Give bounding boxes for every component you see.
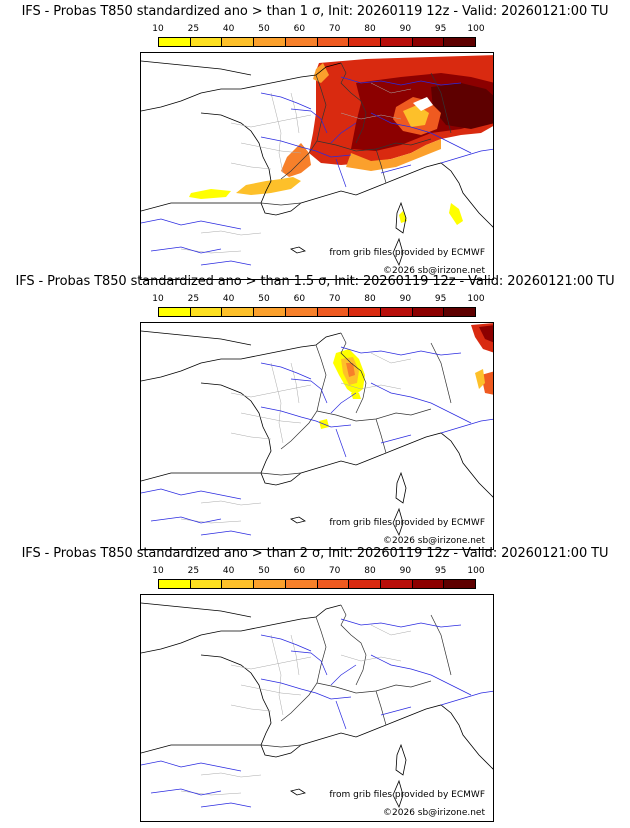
colorbar-segment: [380, 580, 413, 588]
colorbar-tick-label: 25: [187, 294, 200, 304]
colorbar-segment: [159, 580, 191, 588]
colorbar-tick-label: 40: [222, 566, 235, 576]
copyright-credit: ©2026 sb@irizone.net: [383, 266, 485, 276]
colorbar-tick-label: 10: [152, 294, 164, 304]
map-frame: from grib files provided by ECMWF ©2026 …: [140, 322, 494, 550]
colorbar-tick-label: 10: [152, 24, 164, 34]
colorbar-segment: [444, 580, 476, 588]
country-borders: [260, 604, 452, 748]
colorbar-segment: [412, 308, 445, 316]
colorbar-segment: [380, 38, 413, 46]
colorbar-segment: [222, 580, 255, 588]
colorbar-tick-label: 95: [434, 24, 447, 34]
colorbar-segment: [222, 38, 255, 46]
colorbar-tick-label: 60: [293, 566, 306, 576]
colorbar-segment: [285, 38, 318, 46]
colorbar-segment: [159, 308, 191, 316]
colorbar-tick-label: 25: [187, 24, 200, 34]
map-svg: [141, 55, 493, 267]
colorbar-segment: [349, 580, 381, 588]
colorbar-segment: [190, 580, 223, 588]
colorbar-tick-label: 80: [364, 24, 376, 34]
colorbar-tick-label: 50: [258, 566, 270, 576]
colorbar-segment: [159, 38, 191, 46]
colorbar-tick-label: 95: [434, 294, 447, 304]
colorbar-segment: [349, 38, 381, 46]
colorbar-segment: [412, 580, 445, 588]
coastline: [141, 330, 493, 537]
colorbar: [158, 579, 476, 589]
rivers: [141, 618, 493, 808]
colorbar-segment: [349, 308, 381, 316]
colorbar-tick-label: 100: [467, 24, 485, 34]
colorbar-tick-label: 50: [258, 24, 270, 34]
colorbar-tick-label: 40: [222, 294, 235, 304]
colorbar-labels: 10 25 40 50 60 70 80 90 95 100: [152, 294, 484, 306]
map-panel-1: IFS - Probas T850 standardized ano > tha…: [0, 4, 630, 280]
probability-field: [319, 323, 493, 429]
colorbar-tick-label: 90: [399, 24, 412, 34]
colorbar-labels: 10 25 40 50 60 70 80 90 95 100: [152, 566, 484, 578]
probability-field: [189, 55, 493, 225]
map-panel-2: IFS - Probas T850 standardized ano > tha…: [0, 274, 630, 550]
colorbar-segment: [222, 308, 255, 316]
colorbar-segment: [254, 308, 286, 316]
colorbar-segment: [412, 38, 445, 46]
panel-title: IFS - Probas T850 standardized ano > tha…: [21, 4, 609, 19]
rivers: [141, 76, 493, 266]
colorbar-tick-label: 70: [328, 566, 341, 576]
source-credit: from grib files provided by ECMWF: [329, 248, 485, 258]
colorbar-segment: [190, 38, 223, 46]
colorbar-tick-label: 70: [328, 294, 341, 304]
map-panel-3: IFS - Probas T850 standardized ano > tha…: [0, 546, 630, 822]
region-borders: [180, 624, 412, 796]
colorbar-tick-label: 95: [434, 566, 447, 576]
colorbar-tick-label: 80: [364, 294, 376, 304]
colorbar-segment: [285, 580, 318, 588]
colorbar-tick-label: 10: [152, 566, 164, 576]
panel-title: IFS - Probas T850 standardized ano > tha…: [21, 546, 609, 561]
source-credit: from grib files provided by ECMWF: [329, 790, 485, 800]
colorbar-tick-label: 90: [399, 566, 412, 576]
colorbar: [158, 37, 476, 47]
copyright-credit: ©2026 sb@irizone.net: [383, 536, 485, 546]
map-frame: from grib files provided by ECMWF ©2026 …: [140, 594, 494, 822]
copyright-credit: ©2026 sb@irizone.net: [383, 808, 485, 818]
colorbar-tick-label: 70: [328, 24, 341, 34]
region-borders: [180, 82, 412, 254]
colorbar-segment: [317, 308, 350, 316]
colorbar-tick-label: 100: [467, 294, 485, 304]
map-frame: from grib files provided by ECMWF ©2026 …: [140, 52, 494, 280]
colorbar-segment: [444, 38, 476, 46]
colorbar-segment: [444, 308, 476, 316]
colorbar-segment: [285, 308, 318, 316]
panel-title: IFS - Probas T850 standardized ano > tha…: [15, 274, 615, 289]
country-borders: [260, 332, 452, 476]
colorbar-segment: [254, 580, 286, 588]
colorbar: [158, 307, 476, 317]
coastline: [141, 602, 493, 809]
colorbar-segment: [317, 38, 350, 46]
colorbar-segment: [190, 308, 223, 316]
colorbar-tick-label: 50: [258, 294, 270, 304]
coastline: [141, 60, 493, 267]
country-borders: [260, 62, 452, 206]
colorbar-tick-label: 40: [222, 24, 235, 34]
rivers: [141, 346, 493, 536]
region-borders: [180, 352, 412, 524]
colorbar-segment: [254, 38, 286, 46]
colorbar-tick-label: 80: [364, 566, 376, 576]
colorbar-labels: 10 25 40 50 60 70 80 90 95 100: [152, 24, 484, 36]
colorbar-tick-label: 25: [187, 566, 200, 576]
colorbar-tick-label: 90: [399, 294, 412, 304]
colorbar-segment: [380, 308, 413, 316]
colorbar-segment: [317, 580, 350, 588]
colorbar-tick-label: 60: [293, 24, 306, 34]
source-credit: from grib files provided by ECMWF: [329, 518, 485, 528]
colorbar-tick-label: 60: [293, 294, 306, 304]
map-svg: [141, 602, 493, 809]
map-svg: [141, 323, 493, 537]
colorbar-tick-label: 100: [467, 566, 485, 576]
